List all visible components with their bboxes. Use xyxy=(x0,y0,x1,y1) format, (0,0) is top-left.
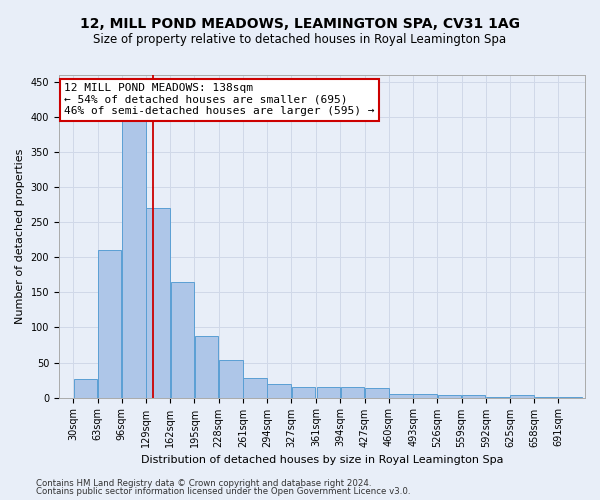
Bar xyxy=(170,282,194,398)
Bar xyxy=(122,120,146,398)
Bar xyxy=(462,396,485,398)
Text: 12, MILL POND MEADOWS, LEAMINGTON SPA, CV31 1AG: 12, MILL POND MEADOWS, LEAMINGTON SPA, C… xyxy=(80,18,520,32)
Text: Size of property relative to detached houses in Royal Leamington Spa: Size of property relative to detached ho… xyxy=(94,32,506,46)
Bar xyxy=(195,336,218,398)
Bar xyxy=(511,396,534,398)
Bar xyxy=(559,397,582,398)
Bar xyxy=(292,387,315,398)
Bar xyxy=(389,394,413,398)
Text: Contains HM Land Registry data © Crown copyright and database right 2024.: Contains HM Land Registry data © Crown c… xyxy=(36,478,371,488)
Bar xyxy=(268,384,291,398)
Bar xyxy=(146,208,170,398)
X-axis label: Distribution of detached houses by size in Royal Leamington Spa: Distribution of detached houses by size … xyxy=(141,455,503,465)
Text: Contains public sector information licensed under the Open Government Licence v3: Contains public sector information licen… xyxy=(36,487,410,496)
Bar xyxy=(341,387,364,398)
Text: 12 MILL POND MEADOWS: 138sqm
← 54% of detached houses are smaller (695)
46% of s: 12 MILL POND MEADOWS: 138sqm ← 54% of de… xyxy=(64,83,374,116)
Bar xyxy=(437,396,461,398)
Bar xyxy=(219,360,242,398)
Bar xyxy=(98,250,121,398)
Bar xyxy=(365,388,389,398)
Y-axis label: Number of detached properties: Number of detached properties xyxy=(15,148,25,324)
Bar xyxy=(74,378,97,398)
Bar xyxy=(535,397,558,398)
Bar xyxy=(317,387,340,398)
Bar xyxy=(413,394,437,398)
Bar xyxy=(243,378,267,398)
Bar xyxy=(486,397,509,398)
